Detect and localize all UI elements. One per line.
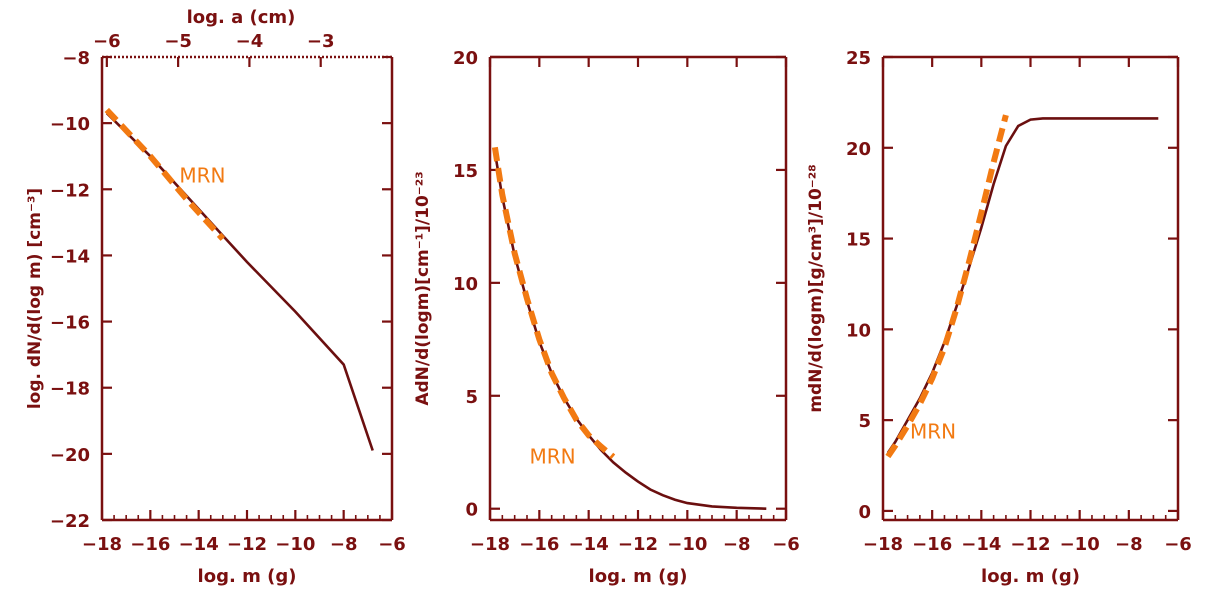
- x-tick-label: −12: [227, 534, 267, 555]
- y-tick-label: −18: [50, 379, 90, 400]
- x-tick-label: −16: [519, 534, 559, 555]
- y-tick-label: −12: [50, 180, 90, 201]
- x-tick-label: −8: [330, 534, 358, 555]
- panel-1: −18 −16 −14 −12 −10 −8 −6−22−20−18−16−14−12−10…: [25, 7, 406, 587]
- x-tick-label: −18: [82, 534, 122, 555]
- y-axis-title: log. dN/d(log m) [cm⁻³]: [25, 188, 45, 409]
- y-tick-label: −22: [50, 511, 90, 532]
- x-tick-label: −10: [275, 534, 315, 555]
- y-tick-label: 0: [465, 500, 478, 521]
- y-tick-label: 20: [846, 139, 871, 160]
- mrn-dashed-line: [885, 114, 1009, 459]
- x-tick-label: −10: [667, 534, 707, 555]
- y-tick-label: −16: [50, 313, 90, 334]
- x-tick-label: −18: [863, 534, 903, 555]
- y-axis-title: mdN/d(logm)[g/cm³]/10⁻²⁸: [806, 164, 826, 412]
- mrn-dashed-line: [491, 146, 616, 460]
- x-tick-label: −14: [179, 534, 219, 555]
- mrn-annotation: MRN: [529, 445, 575, 469]
- x-tick-label: −6: [772, 534, 800, 555]
- y-axis-title: AdN/d(logm)[cm⁻¹]/10⁻²³: [413, 171, 433, 405]
- y-tick-label: 10: [846, 320, 871, 341]
- model-line: [493, 151, 767, 510]
- x-tick-label: −14: [569, 534, 609, 555]
- y-tick-label: 25: [846, 48, 871, 69]
- mrn-dashed-line: [104, 107, 226, 241]
- panel-2: −18 −16 −14 −12 −10 −8 −6 0 5 10 15 20 log. m (g) AdN…: [413, 48, 800, 587]
- x-tick-label: −16: [912, 534, 952, 555]
- y-tick-label: 15: [846, 230, 871, 251]
- y-tick-label: −10: [50, 114, 90, 135]
- x-tick-label: −10: [1060, 534, 1100, 555]
- x-tick-label: −14: [961, 534, 1001, 555]
- y-tick-label: 0: [858, 502, 871, 523]
- x-axis-title: log. m (g): [198, 566, 297, 587]
- y-tick-label: −20: [50, 445, 90, 466]
- y-tick-label: −8: [62, 48, 90, 69]
- top-axis-title: log. a (cm): [187, 7, 296, 28]
- top-tick-label: −5: [164, 31, 192, 52]
- y-tick-label: 5: [465, 387, 478, 408]
- x-tick-label: −8: [1115, 534, 1143, 555]
- x-axis-title: log. m (g): [981, 566, 1080, 587]
- top-tick-label: −6: [93, 31, 121, 52]
- mrn-annotation: MRN: [179, 164, 225, 188]
- x-tick-label: −8: [723, 534, 751, 555]
- x-tick-label: −18: [470, 534, 510, 555]
- x-tick-label: −6: [1164, 534, 1192, 555]
- y-tick-label: −14: [50, 246, 90, 267]
- y-tick-label: 5: [858, 411, 871, 432]
- top-tick-label: −4: [236, 31, 264, 52]
- x-tick-label: −6: [378, 534, 406, 555]
- model-line: [105, 112, 374, 451]
- y-tick-label: 20: [453, 48, 478, 69]
- mrn-annotation: MRN: [910, 419, 956, 443]
- x-tick-label: −12: [1010, 534, 1050, 555]
- y-tick-label: 15: [453, 161, 478, 182]
- top-tick-label: −3: [307, 31, 335, 52]
- y-tick-label: 10: [453, 274, 478, 295]
- x-tick-label: −16: [130, 534, 170, 555]
- x-axis-title: log. m (g): [589, 566, 688, 587]
- model-line: [886, 117, 1159, 454]
- x-tick-label: −12: [618, 534, 658, 555]
- panel-3: −18 −16 −14 −12 −10 −8 −6 0 5 10 15 20 25 log. m (g) m…: [806, 48, 1192, 587]
